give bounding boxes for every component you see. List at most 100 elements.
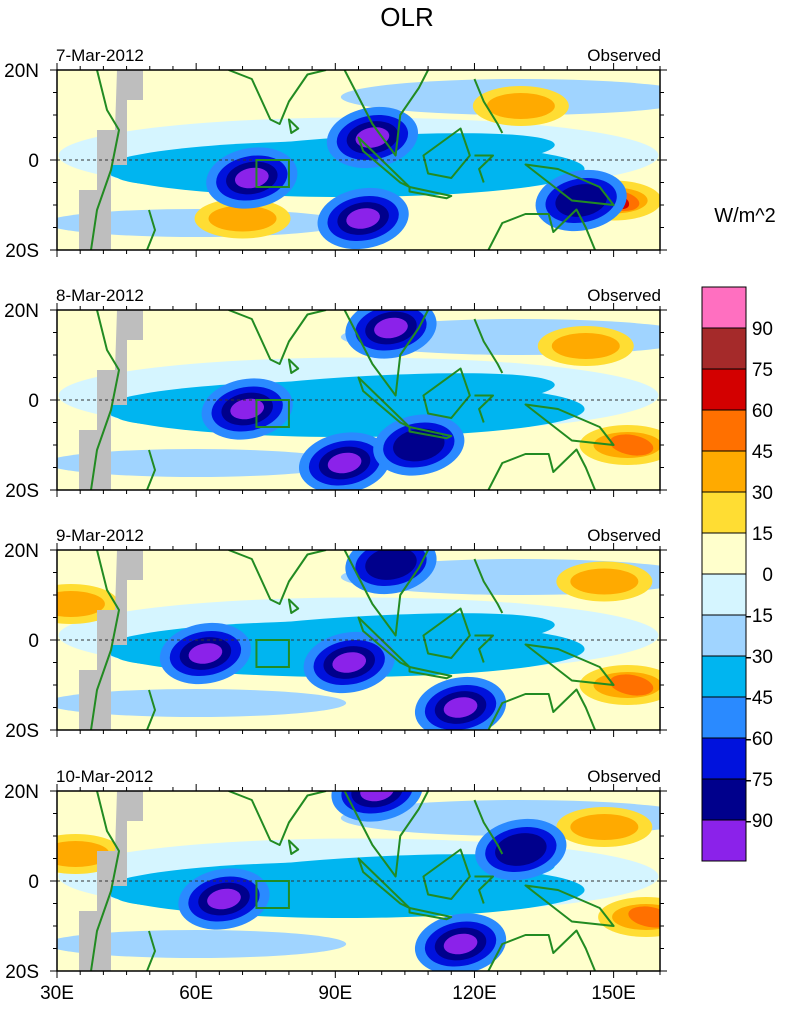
warm-anomaly <box>57 841 110 867</box>
coastline <box>90 310 120 490</box>
convection-anomaly <box>346 208 380 229</box>
olr-field <box>57 791 660 971</box>
convection-anomaly <box>351 791 403 808</box>
warm-anomaly <box>570 568 639 595</box>
convection-anomaly <box>207 888 241 910</box>
y-tick-label: 20N <box>4 301 39 322</box>
colorbar-label: -45 <box>746 688 773 709</box>
coastline <box>408 907 453 921</box>
colorbar-units: W/m^2 <box>714 205 776 227</box>
olr-field <box>57 70 660 250</box>
convection-anomaly <box>188 643 223 664</box>
coastline <box>408 186 453 200</box>
convection-anomaly <box>360 791 394 802</box>
panel-label: Observed <box>587 526 661 545</box>
coastline <box>357 857 411 909</box>
coastline <box>422 127 471 179</box>
convection-anomaly <box>234 167 269 189</box>
y-tick-label: 0 <box>28 151 39 172</box>
colorbar-swatch <box>701 491 747 534</box>
coastline <box>287 358 300 374</box>
warm-band-south <box>57 930 347 958</box>
x-axis: 30E 60E 90E 120E 150E <box>40 983 636 1004</box>
map-panel: 20N 0 20S 7-Mar-2012 Observed <box>4 46 667 262</box>
colorbar-swatch <box>701 778 747 821</box>
colorbar-label: 0 <box>762 565 773 586</box>
map-panel: 20N 0 20S 10-Mar-2012 Observed <box>4 767 667 983</box>
coastline <box>474 875 495 904</box>
panel-label: Observed <box>587 767 661 786</box>
warm-band-south <box>57 689 347 717</box>
colorbar-swatch <box>701 450 747 493</box>
colorbar-swatch <box>701 573 747 616</box>
colorbar-label: -30 <box>746 647 773 668</box>
convection-anomaly <box>374 317 408 339</box>
coastline <box>343 550 429 637</box>
coastline <box>287 118 300 134</box>
colorbar: W/m^2 90 75 60 45 30 15 0 -15 -30 -45 -60 -75 -90 <box>701 205 776 862</box>
coastline <box>487 448 596 490</box>
colorbar-swatch <box>701 696 747 739</box>
convection-anomaly <box>327 452 362 474</box>
panel-label: Observed <box>587 286 661 305</box>
coastline <box>487 208 596 250</box>
coastline <box>524 403 615 446</box>
coastline <box>422 367 471 419</box>
y-tick-label: 20N <box>4 782 39 803</box>
coastline <box>473 78 504 134</box>
coastline <box>473 558 504 614</box>
colorbar-label: 45 <box>752 442 773 463</box>
panel-date: 7-Mar-2012 <box>56 46 144 65</box>
colorbar-label: -60 <box>746 729 773 750</box>
y-tick-label: 20N <box>4 61 39 82</box>
region-box <box>255 159 290 188</box>
coastline <box>146 209 156 250</box>
colorbar-swatch <box>701 532 747 575</box>
convection-anomaly <box>365 550 417 580</box>
coastline <box>422 607 471 659</box>
warm-anomaly <box>486 93 555 119</box>
colorbar-label: 75 <box>752 360 773 381</box>
warm-anomaly <box>628 906 660 928</box>
coastline <box>474 634 495 663</box>
colorbar-swatch <box>701 368 747 411</box>
coastline <box>487 688 596 730</box>
x-tick-label: 90E <box>318 983 352 1004</box>
coastline <box>474 394 495 423</box>
coastline <box>357 616 411 668</box>
coastline <box>228 791 327 846</box>
panel-date: 9-Mar-2012 <box>56 526 144 545</box>
coastline <box>524 643 615 686</box>
x-tick-label: 30E <box>40 983 74 1004</box>
region-box <box>255 639 290 668</box>
y-tick-label: 0 <box>28 872 39 893</box>
warm-anomaly <box>609 434 654 456</box>
coastline <box>357 136 411 188</box>
coastline <box>343 791 429 878</box>
coastline <box>343 70 429 157</box>
coastline <box>474 154 495 183</box>
region-box <box>255 880 290 909</box>
colorbar-label: -75 <box>746 770 773 791</box>
x-tick-label: 60E <box>179 983 213 1004</box>
colorbar-label: 90 <box>752 319 773 340</box>
warm-band-south <box>57 449 347 477</box>
coastline <box>287 598 300 614</box>
panel-date: 10-Mar-2012 <box>56 767 153 786</box>
region-box <box>255 399 290 428</box>
warm-anomaly <box>57 591 105 617</box>
coastline <box>343 310 429 397</box>
coastline <box>408 666 453 680</box>
coastline <box>524 884 615 927</box>
map-panels: 20N 0 20S 7-Mar-2012 Observed 20N 0 20S 8-Mar-20… <box>4 46 667 983</box>
convection-anomaly <box>443 933 478 955</box>
colorbar-swatch <box>701 327 747 370</box>
coastline <box>228 550 327 605</box>
chart-title: OLR <box>380 2 433 32</box>
coastline <box>473 318 504 374</box>
coastline <box>146 689 156 730</box>
coastline <box>228 310 327 365</box>
y-tick-label: 20S <box>5 481 39 502</box>
colorbar-swatch <box>701 409 747 452</box>
